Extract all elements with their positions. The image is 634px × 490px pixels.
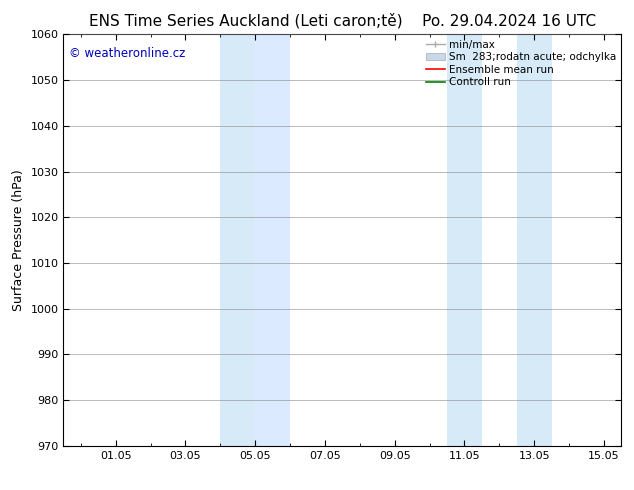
Bar [255, 34, 290, 446]
Bar [447, 34, 482, 446]
Y-axis label: Surface Pressure (hPa): Surface Pressure (hPa) [12, 169, 25, 311]
Legend: min/max, Sm  283;rodatn acute; odchylka, Ensemble mean run, Controll run: min/max, Sm 283;rodatn acute; odchylka, … [424, 37, 618, 89]
Bar [221, 34, 255, 446]
Bar [517, 34, 552, 446]
Title: ENS Time Series Auckland (Leti caron;tě)    Po. 29.04.2024 16 UTC: ENS Time Series Auckland (Leti caron;tě)… [89, 13, 596, 29]
Text: © weatheronline.cz: © weatheronline.cz [69, 47, 185, 60]
